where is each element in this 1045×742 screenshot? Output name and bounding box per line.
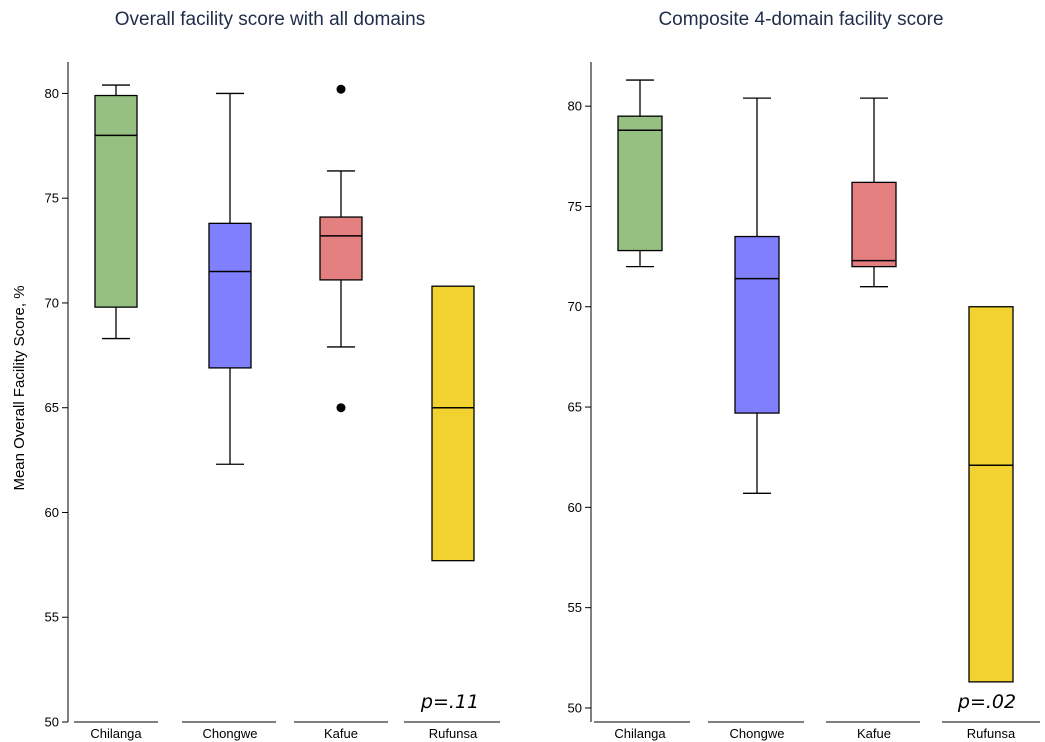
y-tick-label: 65 — [568, 400, 582, 415]
box-kafue — [851, 181, 897, 268]
y-tick-label: 65 — [45, 400, 59, 415]
y-tick-label: 50 — [45, 715, 59, 730]
p-value-annotation: p=.02 — [957, 691, 1016, 713]
y-tick-label: 50 — [568, 700, 582, 715]
y-tick-label: 80 — [568, 99, 582, 114]
box-kafue — [319, 216, 363, 281]
category-label: Chilanga — [90, 726, 142, 741]
outlier-point — [336, 84, 346, 94]
y-tick-label: 75 — [568, 199, 582, 214]
box-rufunsa — [968, 306, 1014, 683]
box-chongwe — [208, 222, 252, 369]
box-rufunsa — [431, 285, 475, 562]
y-tick-label: 60 — [568, 500, 582, 515]
category-label: Chilanga — [614, 726, 666, 741]
category-label: Rufunsa — [429, 726, 478, 741]
category-label: Chongwe — [730, 726, 785, 741]
y-axis-label: Mean Overall Facility Score, % — [11, 285, 28, 490]
panel-title: Overall facility score with all domains — [115, 9, 425, 30]
y-tick-label: 70 — [568, 299, 582, 314]
p-value-annotation: p=.11 — [420, 691, 479, 713]
outlier-point — [336, 403, 346, 413]
y-tick-label: 75 — [45, 191, 59, 206]
box-chilanga — [94, 94, 138, 308]
box-chilanga — [617, 115, 663, 252]
category-label: Rufunsa — [967, 726, 1016, 741]
panel-title: Composite 4-domain facility score — [658, 9, 943, 30]
y-tick-label: 60 — [45, 505, 59, 520]
box-chongwe — [734, 235, 780, 414]
y-tick-label: 80 — [45, 86, 59, 101]
y-tick-label: 70 — [45, 295, 59, 310]
category-label: Chongwe — [203, 726, 258, 741]
category-label: Kafue — [857, 726, 891, 741]
category-label: Kafue — [324, 726, 358, 741]
y-tick-label: 55 — [45, 610, 59, 625]
y-tick-label: 55 — [568, 600, 582, 615]
